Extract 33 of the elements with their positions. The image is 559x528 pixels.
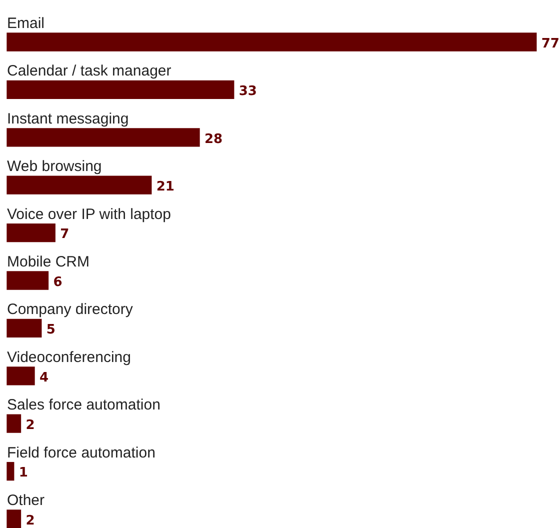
y-tick-label: Voice over IP with laptop [7,206,171,223]
y-tick-label: Calendar / task manager [7,62,172,80]
data-label: 4 [40,370,49,386]
data-label: 7 [60,227,70,242]
y-tick-label: Web browsing [7,158,102,176]
y-tick-label: Company directory [7,301,134,318]
y-tick-label: Instant messaging [7,110,129,128]
y-tick-label: Other [7,492,45,509]
data-label: 77 [541,36,559,52]
data-label: 1 [18,466,28,481]
bar [6,414,22,433]
y-tick-label: Email [7,15,45,32]
bar [6,223,56,242]
y-tick-label: Field force automation [7,444,156,462]
data-label: 28 [204,132,223,147]
bar [6,462,14,481]
data-label: 5 [46,322,56,338]
bar [6,32,537,52]
bar [6,318,42,338]
y-tick-label: Mobile CRM [7,254,90,270]
bar [6,366,35,386]
y-tick-label: Sales force automation [7,396,160,414]
data-label: 33 [238,84,257,100]
data-label: 2 [26,513,35,528]
bar [6,176,152,194]
bar [6,271,49,290]
data-label: 6 [53,274,62,290]
bar [6,128,200,147]
bar [6,80,234,100]
data-label: 2 [26,418,35,433]
y-tick-label: Videoconferencing [7,348,131,366]
data-label: 21 [156,179,174,194]
bar [6,510,22,528]
